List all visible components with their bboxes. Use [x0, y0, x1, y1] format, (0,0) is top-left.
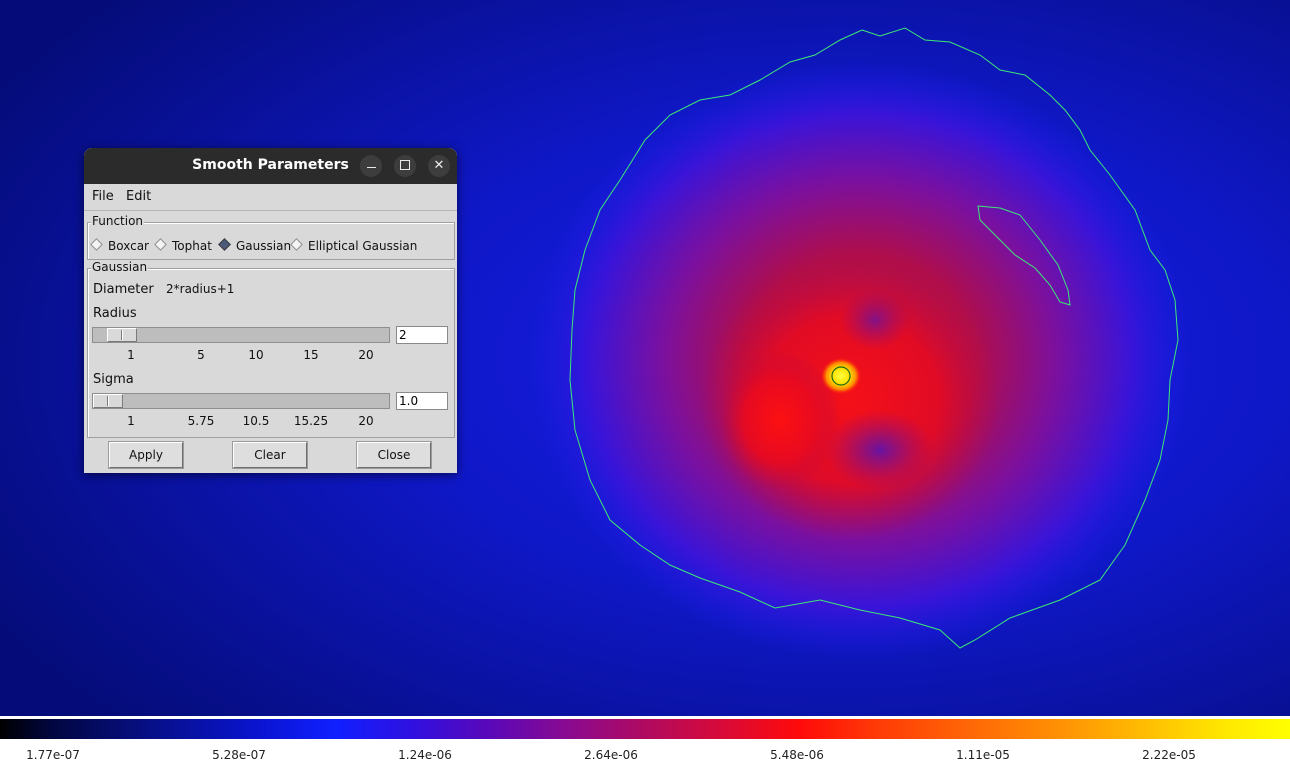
image-display[interactable]: [0, 0, 1290, 716]
sigma-tick: 15.25: [293, 414, 329, 428]
sigma-tick: 1: [127, 414, 135, 428]
close-icon: ✕: [433, 158, 445, 173]
central-source: [821, 358, 861, 394]
colorbar-tick: 2.22e-05: [1142, 748, 1196, 762]
cavity-south: [825, 410, 935, 490]
radio-indicator-selected: [218, 238, 231, 251]
sigma-input[interactable]: 1.0: [396, 392, 448, 410]
colorbar-tick: 1.24e-06: [398, 748, 452, 762]
radius-tick: 15: [303, 348, 319, 362]
sigma-tick: 20: [358, 414, 374, 428]
inner-contour: [977, 205, 1071, 306]
radio-boxcar[interactable]: Boxcar: [90, 238, 149, 253]
radio-indicator: [154, 238, 167, 251]
radius-tick: 10: [248, 348, 264, 362]
menubar: File Edit: [84, 184, 457, 211]
menu-edit[interactable]: Edit: [126, 189, 152, 204]
colorbar-tick: 5.48e-06: [770, 748, 824, 762]
menu-file[interactable]: File: [92, 189, 114, 204]
colorbar-tick: 2.64e-06: [584, 748, 638, 762]
radio-label: Gaussian: [236, 239, 292, 253]
gaussian-group: [87, 268, 455, 438]
smooth-parameters-dialog: Smooth Parameters ✕ File Edit Function B…: [84, 148, 457, 473]
sigma-slider-handle[interactable]: [93, 394, 123, 408]
function-group-label: Function: [91, 214, 145, 228]
diameter-value: 2*radius+1: [166, 282, 235, 296]
sigma-label: Sigma: [93, 372, 134, 387]
radius-tick: 20: [358, 348, 374, 362]
radio-gaussian[interactable]: Gaussian: [218, 238, 292, 253]
radio-label: Tophat: [172, 239, 212, 253]
dialog-titlebar[interactable]: Smooth Parameters ✕: [84, 148, 457, 184]
radio-label: Elliptical Gaussian: [308, 239, 418, 253]
minimize-icon: [366, 167, 376, 168]
radius-slider-handle[interactable]: [107, 328, 137, 342]
radio-label: Boxcar: [108, 239, 149, 253]
function-group: [87, 222, 455, 260]
sigma-tick: 10.5: [242, 414, 270, 428]
maximize-icon: [400, 159, 410, 170]
maximize-button[interactable]: [394, 155, 416, 177]
colorbar[interactable]: [0, 719, 1290, 739]
close-button[interactable]: Close: [356, 441, 432, 469]
radio-indicator: [290, 238, 303, 251]
radio-tophat[interactable]: Tophat: [154, 238, 212, 253]
dialog-title: Smooth Parameters: [192, 157, 349, 173]
radius-input[interactable]: 2: [396, 326, 448, 344]
close-window-button[interactable]: ✕: [428, 155, 450, 177]
sigma-slider[interactable]: [92, 393, 390, 409]
colorbar-tick: 1.11e-05: [956, 748, 1010, 762]
bright-lobe: [720, 350, 840, 490]
minimize-button[interactable]: [360, 155, 382, 177]
gaussian-group-label: Gaussian: [91, 260, 149, 274]
core-contour: [831, 366, 851, 386]
outer-contour: [569, 27, 1179, 649]
radio-elliptical-gaussian[interactable]: Elliptical Gaussian: [290, 238, 418, 253]
colorbar-tick: 1.77e-07: [26, 748, 80, 762]
colorbar-tick: 5.28e-07: [212, 748, 266, 762]
colorbar-labels: 1.77e-07 5.28e-07 1.24e-06 2.64e-06 5.48…: [0, 739, 1290, 764]
cavity-north: [840, 290, 910, 350]
radio-indicator: [90, 238, 103, 251]
radius-tick: 5: [197, 348, 205, 362]
radius-label: Radius: [93, 306, 137, 321]
radius-tick: 1: [127, 348, 135, 362]
radius-slider[interactable]: [92, 327, 390, 343]
colorbar-separator: [0, 716, 1290, 719]
apply-button[interactable]: Apply: [108, 441, 184, 469]
sigma-tick: 5.75: [187, 414, 215, 428]
diameter-label: Diameter: [93, 282, 154, 297]
clear-button[interactable]: Clear: [232, 441, 308, 469]
